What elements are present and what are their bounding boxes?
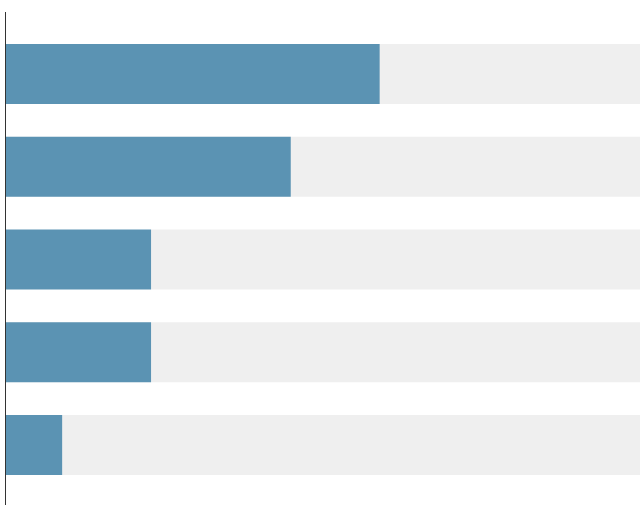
bar (5, 229, 152, 290)
bar-track (5, 415, 640, 475)
bar (5, 322, 152, 383)
bar (5, 136, 291, 197)
bar (5, 415, 63, 475)
bar (5, 44, 380, 104)
